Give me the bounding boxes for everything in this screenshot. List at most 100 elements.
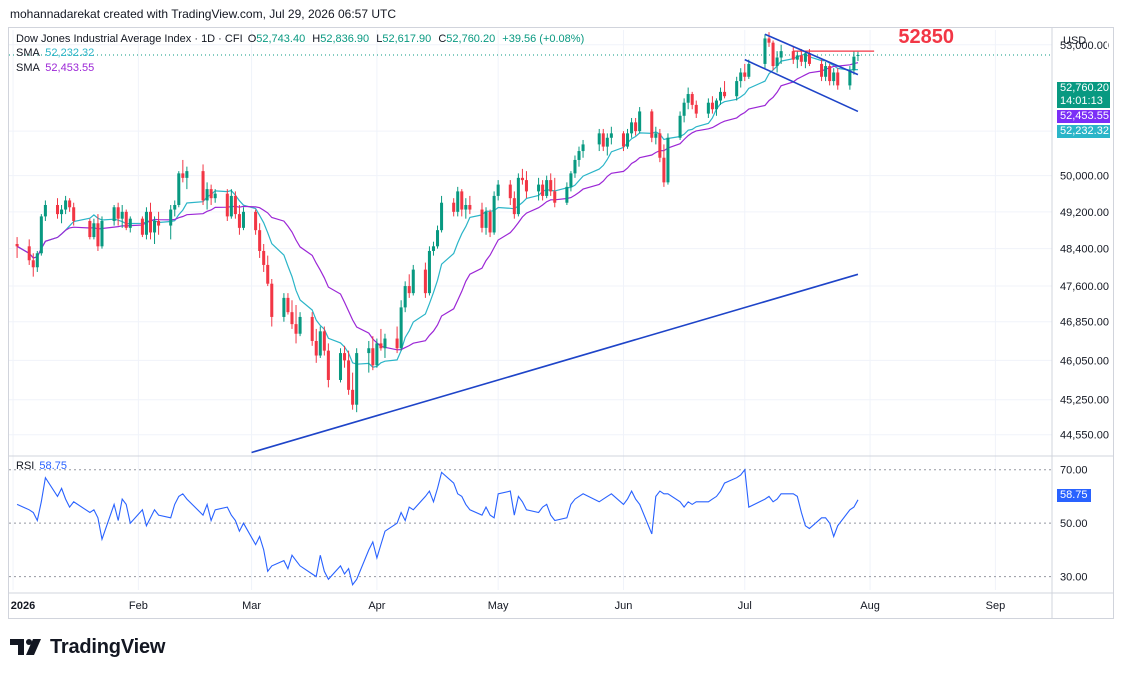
candle-body [480, 209, 484, 228]
candle-body [338, 353, 343, 380]
candle-body [763, 38, 767, 64]
candle-body [116, 207, 120, 219]
candle-body [326, 350, 330, 380]
channel-lower-line [744, 58, 859, 113]
candle [747, 59, 751, 79]
candle-body [803, 53, 807, 62]
candle [423, 262, 427, 298]
candle [537, 177, 541, 201]
candle [468, 195, 472, 215]
brand-name: TradingView [50, 635, 166, 658]
candle-body [549, 180, 553, 192]
candle [621, 131, 625, 152]
candle [185, 166, 189, 190]
candle [140, 216, 144, 238]
candle [718, 87, 723, 105]
candle [666, 133, 670, 185]
candle-body [779, 51, 783, 58]
candle-body [795, 55, 799, 60]
candle [310, 312, 314, 346]
sma-lines [16, 53, 859, 368]
candle-body [43, 204, 47, 217]
grid [9, 30, 1052, 590]
sma1-legend[interactable]: SMA 52,232.32 [16, 47, 94, 59]
candle-body [512, 198, 516, 215]
candle-body [710, 102, 714, 110]
candle [15, 237, 19, 258]
candle-body [747, 63, 751, 77]
candle-body [148, 211, 153, 233]
candle-body [508, 184, 512, 199]
candle [338, 348, 343, 383]
candle-body [343, 353, 347, 361]
sma2-line [16, 62, 859, 351]
candle [771, 40, 775, 71]
candle [286, 293, 290, 315]
sma2-legend[interactable]: SMA 52,453.55 [16, 62, 94, 74]
candle-body [72, 207, 76, 221]
symbol-title[interactable]: Dow Jones Industrial Average Index · 1D … [16, 33, 243, 45]
candle [763, 34, 767, 69]
rsi-legend[interactable]: RSI 58.75 [16, 460, 67, 472]
candle-body [282, 297, 286, 317]
candle [371, 336, 375, 371]
x-tick-label: Feb [129, 600, 148, 612]
candle-body [181, 173, 185, 178]
candle [88, 218, 92, 240]
candle [634, 117, 638, 136]
candle [577, 146, 581, 167]
candle-body [577, 151, 581, 160]
candle [820, 59, 824, 82]
candle [144, 207, 148, 240]
candle [452, 198, 456, 217]
candle [464, 198, 468, 219]
candle [148, 202, 153, 240]
candle [383, 333, 387, 358]
candle-body [743, 72, 747, 77]
candle [775, 51, 779, 73]
rsi-tick-label: 50.00 [1060, 518, 1088, 530]
candle-body [144, 211, 148, 235]
candle-body [541, 184, 545, 196]
candle-body [355, 353, 359, 405]
candle-body [553, 191, 557, 203]
candle-body [153, 220, 157, 233]
candle [347, 350, 351, 395]
candle [411, 264, 415, 296]
currency-button[interactable]: USD [1058, 30, 1108, 52]
candle [43, 200, 47, 221]
high-value: 52,836.90 [320, 33, 370, 45]
candle [573, 155, 577, 178]
candle-body [39, 216, 43, 254]
y-tick-label: 46,850.00 [1060, 317, 1109, 329]
candle [233, 191, 237, 219]
candle [824, 61, 828, 82]
candle [856, 51, 860, 62]
candle-body [807, 53, 811, 64]
candle [601, 128, 605, 152]
candle-body [638, 111, 642, 132]
candle-body [666, 137, 670, 183]
candle [496, 180, 500, 201]
candle-body [351, 389, 355, 405]
candle-body [298, 316, 302, 334]
candle-body [411, 269, 415, 294]
candle [828, 63, 832, 86]
candle [597, 128, 601, 152]
candle-body [686, 94, 690, 103]
candle-body [484, 211, 488, 228]
candle-body [367, 348, 371, 354]
channel-upper-line [764, 33, 859, 76]
candle [723, 81, 727, 99]
candle-body [379, 343, 383, 349]
low-value: 52,617.90 [382, 33, 432, 45]
candle [258, 223, 262, 258]
candle [205, 182, 209, 210]
candle-body [229, 195, 233, 217]
candle [549, 173, 553, 196]
tradingview-logo[interactable]: TradingView [10, 634, 165, 660]
candle-body [723, 91, 727, 97]
candle [492, 191, 496, 235]
candle [605, 133, 609, 156]
